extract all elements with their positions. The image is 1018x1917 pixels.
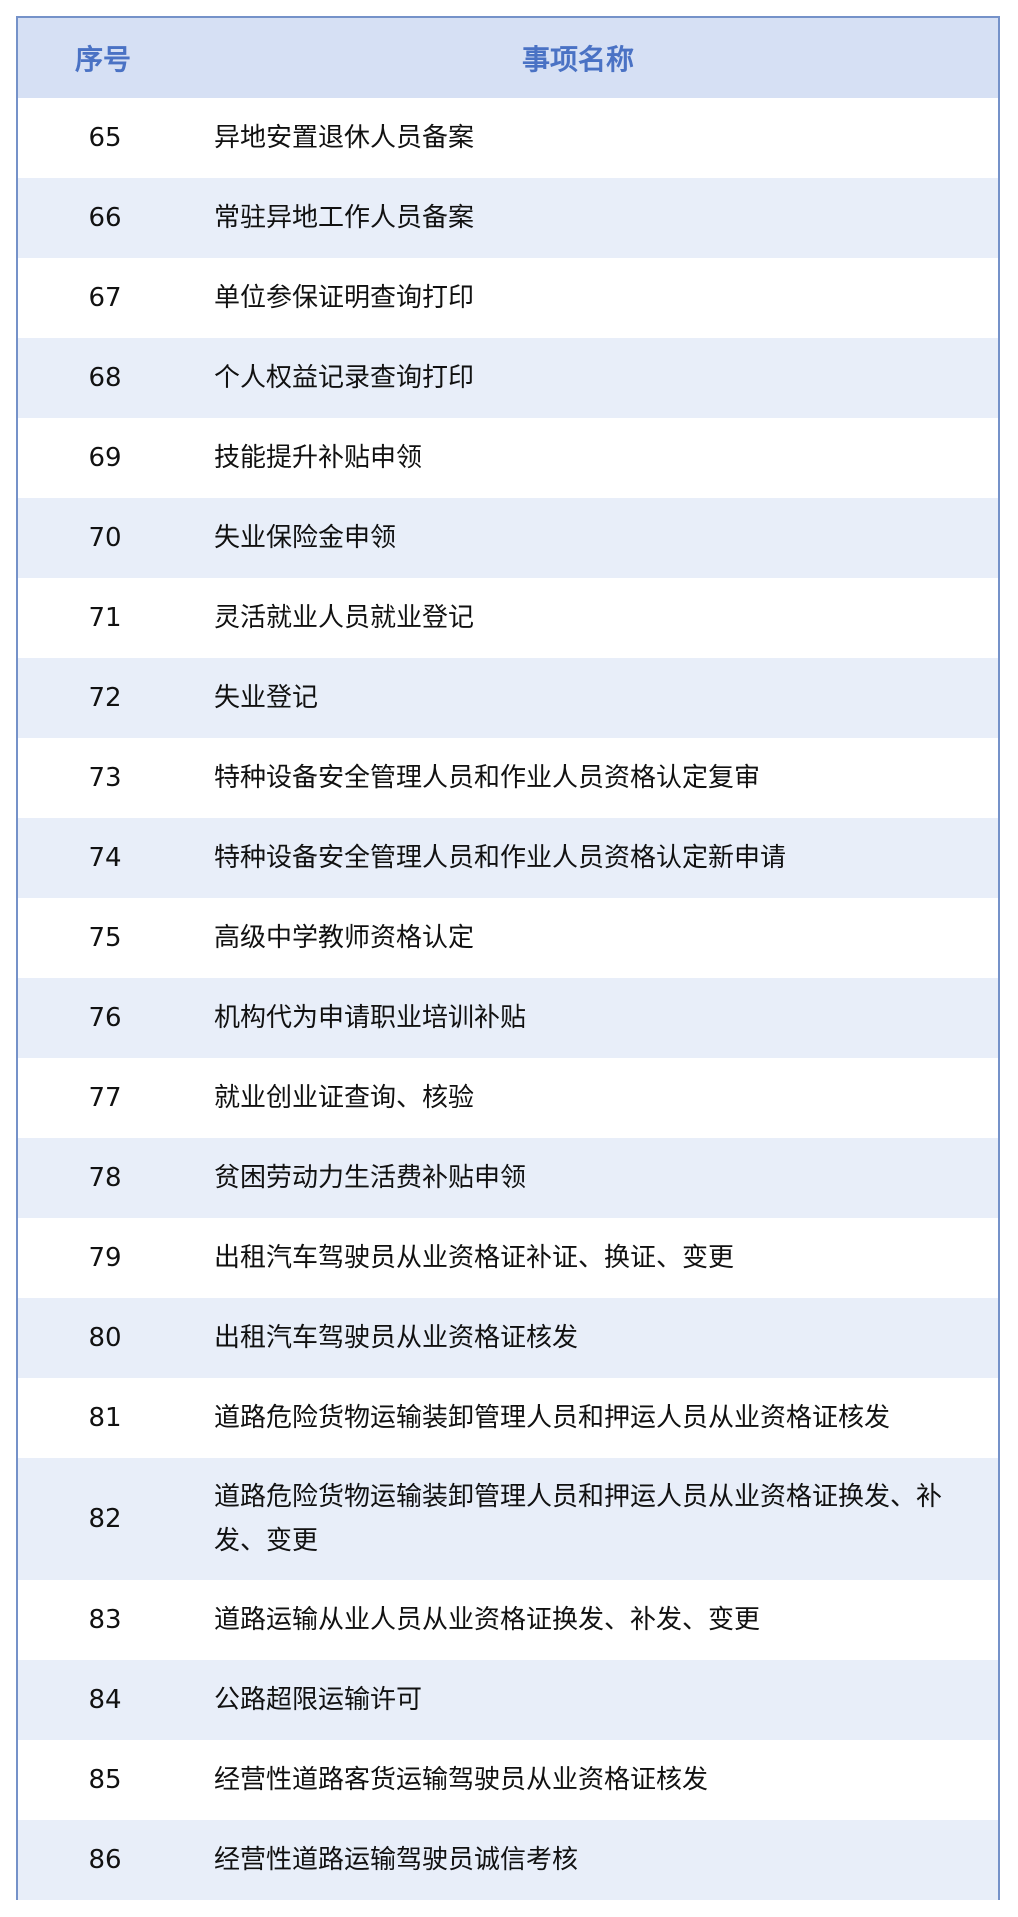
table-row: 72 失业登记 bbox=[18, 658, 998, 738]
table-row: 69 技能提升补贴申领 bbox=[18, 418, 998, 498]
row-item-name: 机构代为申请职业培训补贴 bbox=[214, 1003, 527, 1033]
row-item-name: 贫困劳动力生活费补贴申领 bbox=[214, 1163, 527, 1193]
row-item-name: 技能提升补贴申领 bbox=[214, 443, 423, 473]
row-number: 74 bbox=[88, 843, 122, 873]
table-row: 83 道路运输从业人员从业资格证换发、补发、变更 bbox=[18, 1580, 998, 1660]
row-item-name: 失业保险金申领 bbox=[214, 523, 397, 553]
table-row: 84 公路超限运输许可 bbox=[18, 1660, 998, 1740]
row-number: 86 bbox=[88, 1845, 122, 1875]
table-row: 68 个人权益记录查询打印 bbox=[18, 338, 998, 418]
row-number: 76 bbox=[88, 1003, 122, 1033]
table-row: 81 道路危险货物运输装卸管理人员和押运人员从业资格证核发 bbox=[18, 1378, 998, 1458]
row-item-name: 异地安置退休人员备案 bbox=[214, 123, 475, 153]
row-number: 67 bbox=[88, 283, 122, 313]
row-item-name: 就业创业证查询、核验 bbox=[214, 1083, 475, 1113]
row-item-name: 个人权益记录查询打印 bbox=[214, 363, 475, 393]
row-number: 73 bbox=[88, 763, 122, 793]
row-item-name: 道路危险货物运输装卸管理人员和押运人员从业资格证核发 bbox=[214, 1403, 891, 1433]
row-item-name: 失业登记 bbox=[214, 683, 319, 713]
table-row: 85 经营性道路客货运输驾驶员从业资格证核发 bbox=[18, 1740, 998, 1820]
row-number: 77 bbox=[88, 1083, 122, 1113]
row-item-name: 道路运输从业人员从业资格证换发、补发、变更 bbox=[214, 1605, 761, 1635]
row-item-name: 特种设备安全管理人员和作业人员资格认定新申请 bbox=[214, 843, 787, 873]
table-header: 序号 事项名称 bbox=[18, 18, 998, 98]
row-number: 85 bbox=[88, 1765, 122, 1795]
table-row: 71 灵活就业人员就业登记 bbox=[18, 578, 998, 658]
table-row: 82 道路危险货物运输装卸管理人员和押运人员从业资格证换发、补发、变更 bbox=[18, 1458, 998, 1580]
row-number: 82 bbox=[88, 1504, 122, 1534]
row-item-name: 常驻异地工作人员备案 bbox=[214, 203, 475, 233]
header-item-name: 事项名称 bbox=[521, 43, 634, 76]
row-number: 83 bbox=[88, 1605, 122, 1635]
header-serial-number: 序号 bbox=[74, 43, 131, 76]
row-item-name: 出租汽车驾驶员从业资格证核发 bbox=[214, 1323, 579, 1353]
table-row: 70 失业保险金申领 bbox=[18, 498, 998, 578]
table-row: 80 出租汽车驾驶员从业资格证核发 bbox=[18, 1298, 998, 1378]
row-item-name: 高级中学教师资格认定 bbox=[214, 923, 475, 953]
row-item-name: 经营性道路客货运输驾驶员从业资格证核发 bbox=[214, 1765, 709, 1795]
table-row: 65 异地安置退休人员备案 bbox=[18, 98, 998, 178]
row-number: 70 bbox=[88, 523, 122, 553]
table-row: 74 特种设备安全管理人员和作业人员资格认定新申请 bbox=[18, 818, 998, 898]
row-item-name: 经营性道路运输驾驶员诚信考核 bbox=[214, 1845, 579, 1875]
table-row: 79 出租汽车驾驶员从业资格证补证、换证、变更 bbox=[18, 1218, 998, 1298]
items-table: 序号 事项名称 65 异地安置退休人员备案 66 常驻异地工作人员备案 67 单位参保证明… bbox=[16, 16, 1000, 1900]
row-number: 65 bbox=[88, 123, 122, 153]
table-row: 86 经营性道路运输驾驶员诚信考核 bbox=[18, 1820, 998, 1900]
row-number: 80 bbox=[88, 1323, 122, 1353]
table-row: 75 高级中学教师资格认定 bbox=[18, 898, 998, 978]
row-item-name: 出租汽车驾驶员从业资格证补证、换证、变更 bbox=[214, 1243, 735, 1273]
table-row: 77 就业创业证查询、核验 bbox=[18, 1058, 998, 1138]
row-number: 81 bbox=[88, 1403, 122, 1433]
row-number: 71 bbox=[88, 603, 122, 633]
row-item-name: 道路危险货物运输装卸管理人员和押运人员从业资格证换发、补发、变更 bbox=[214, 1482, 943, 1556]
row-number: 66 bbox=[88, 203, 122, 233]
row-item-name: 单位参保证明查询打印 bbox=[214, 283, 475, 313]
row-number: 78 bbox=[88, 1163, 122, 1193]
row-item-name: 公路超限运输许可 bbox=[214, 1685, 423, 1715]
row-number: 75 bbox=[88, 923, 122, 953]
row-number: 72 bbox=[88, 683, 122, 713]
table-row: 73 特种设备安全管理人员和作业人员资格认定复审 bbox=[18, 738, 998, 818]
row-item-name: 特种设备安全管理人员和作业人员资格认定复审 bbox=[214, 763, 761, 793]
table-row: 76 机构代为申请职业培训补贴 bbox=[18, 978, 998, 1058]
table-row: 66 常驻异地工作人员备案 bbox=[18, 178, 998, 258]
table-body: 65 异地安置退休人员备案 66 常驻异地工作人员备案 67 单位参保证明查询打印 68 个人… bbox=[18, 98, 998, 1900]
row-number: 84 bbox=[88, 1685, 122, 1715]
table-row: 67 单位参保证明查询打印 bbox=[18, 258, 998, 338]
table-row: 78 贫困劳动力生活费补贴申领 bbox=[18, 1138, 998, 1218]
row-number: 79 bbox=[88, 1243, 122, 1273]
row-item-name: 灵活就业人员就业登记 bbox=[214, 603, 475, 633]
row-number: 68 bbox=[88, 363, 122, 393]
row-number: 69 bbox=[88, 443, 122, 473]
